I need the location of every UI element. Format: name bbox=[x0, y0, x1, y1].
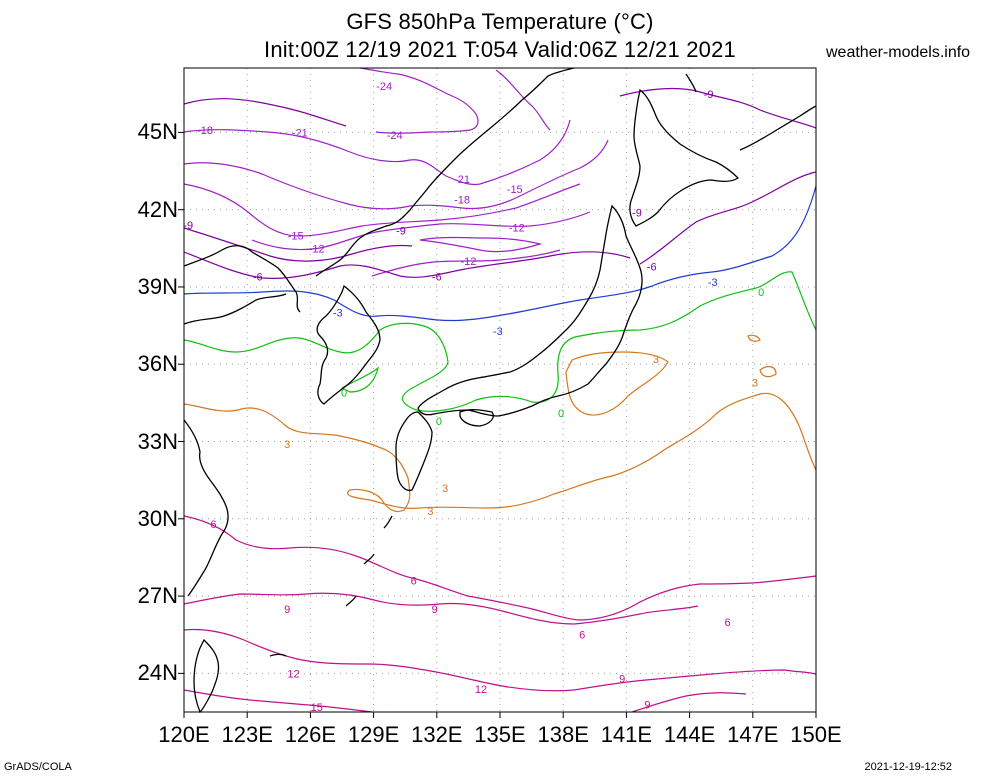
lon-label: 144E bbox=[663, 722, 716, 747]
lon-label: 132E bbox=[411, 722, 463, 747]
lat-label: 42N bbox=[137, 196, 178, 222]
contour-label: -21 bbox=[292, 127, 308, 139]
contour-label: -6 bbox=[432, 272, 442, 284]
contour-label: -12 bbox=[309, 243, 325, 255]
coastline-taiwan bbox=[193, 638, 220, 714]
contour-0 bbox=[183, 271, 817, 412]
lon-label: 150E bbox=[790, 722, 842, 747]
contour-label: -12 bbox=[460, 256, 476, 268]
contour-label: 0 bbox=[341, 388, 347, 400]
coastline-shikoku bbox=[459, 409, 494, 427]
contour-minus9 bbox=[183, 87, 817, 262]
chart-title: GFS 850hPa Temperature (°C) bbox=[346, 9, 654, 34]
contour-label: 3 bbox=[653, 354, 659, 366]
map-frame bbox=[183, 67, 817, 713]
lat-label: 45N bbox=[137, 119, 178, 145]
lon-label: 141E bbox=[600, 722, 653, 747]
contour-minus12-b bbox=[419, 236, 543, 253]
contour-label: 9 bbox=[644, 699, 650, 711]
contour-label: -3 bbox=[333, 308, 343, 320]
contour-labels: -24 -24 -21 -21 -18 -18 -15 -15 -12 -12 -12 -9 -9 -9 -… bbox=[183, 81, 764, 714]
contour-label: 3 bbox=[442, 483, 448, 495]
contour-minus12-c bbox=[371, 249, 561, 277]
contour-label: 0 bbox=[558, 408, 564, 420]
contour-label: 3 bbox=[427, 506, 433, 518]
grid-lines bbox=[178, 68, 817, 718]
lon-label: 135E bbox=[474, 722, 526, 747]
contour-label: -15 bbox=[507, 184, 523, 196]
contour-label: 12 bbox=[475, 684, 487, 696]
contour-minus18 bbox=[183, 139, 609, 210]
contour-minus3 bbox=[183, 185, 817, 322]
contour-label: -18 bbox=[197, 125, 213, 137]
lon-label: 126E bbox=[284, 722, 337, 747]
contour-label: -12 bbox=[509, 223, 525, 235]
contour-12 bbox=[183, 628, 817, 692]
contour-label: 9 bbox=[284, 604, 290, 616]
contour-minus15 bbox=[183, 183, 581, 237]
contour-label: -3 bbox=[708, 277, 718, 289]
contour-label: 9 bbox=[619, 674, 625, 686]
contour-minus21-a bbox=[183, 119, 571, 186]
contour-label: -15 bbox=[288, 230, 304, 242]
lat-label: 36N bbox=[137, 351, 178, 377]
contour-minus21-b bbox=[495, 69, 551, 131]
contour-label: -21 bbox=[454, 174, 470, 186]
contour-3-loop bbox=[565, 351, 669, 416]
contour-3 bbox=[183, 392, 817, 513]
lat-label: 30N bbox=[137, 505, 178, 531]
contour-label: -24 bbox=[376, 81, 392, 93]
contour-label: 0 bbox=[436, 416, 442, 428]
coastline-honshu bbox=[417, 204, 643, 417]
contour-9 bbox=[183, 592, 699, 625]
contour-label: -9 bbox=[183, 220, 193, 232]
contour-label: -9 bbox=[632, 207, 642, 219]
contour-label: -24 bbox=[387, 130, 403, 142]
contour-label: 12 bbox=[287, 668, 299, 680]
lon-label: 147E bbox=[727, 722, 779, 747]
lat-label: 39N bbox=[137, 273, 178, 299]
lon-label: 123E bbox=[221, 722, 273, 747]
contour-label: -18 bbox=[454, 194, 470, 206]
contour-3-small bbox=[747, 334, 777, 378]
coastline-china-east bbox=[183, 293, 287, 597]
contour-label: 3 bbox=[752, 377, 758, 389]
coastline-asia-mainland bbox=[183, 67, 575, 313]
contour-15 bbox=[183, 689, 747, 713]
contour-label: 6 bbox=[579, 630, 585, 642]
contour-label: 6 bbox=[724, 617, 730, 629]
contour-label: -9 bbox=[396, 225, 406, 237]
lon-label: 120E bbox=[158, 722, 210, 747]
contour-label: 6 bbox=[210, 519, 216, 531]
contour-label: -6 bbox=[647, 261, 657, 273]
contour-label: 3 bbox=[284, 439, 290, 451]
contour-minus12-a bbox=[251, 211, 591, 251]
footer-left: GrADS/COLA bbox=[4, 761, 72, 773]
coastline-hokkaido bbox=[629, 88, 740, 227]
site-label: weather-models.info bbox=[826, 44, 971, 61]
contour-label: 6 bbox=[411, 576, 417, 588]
contour-label: -3 bbox=[493, 326, 503, 338]
contour-label: -9 bbox=[704, 89, 714, 101]
contour-label: -6 bbox=[253, 272, 263, 284]
contour-minus24 bbox=[359, 67, 479, 134]
coastline-sakhalin-kurils bbox=[685, 73, 817, 151]
lon-label: 138E bbox=[537, 722, 589, 747]
contour-label: 15 bbox=[311, 702, 323, 714]
coastline-korea bbox=[316, 284, 381, 405]
chart-subtitle: Init:00Z 12/19 2021 T:054 Valid:06Z 12/2… bbox=[264, 37, 736, 62]
lat-label: 33N bbox=[137, 428, 178, 454]
contour-0-inner bbox=[340, 366, 380, 393]
coastline-kyushu bbox=[395, 411, 433, 492]
lat-label: 24N bbox=[137, 660, 178, 686]
lon-label: 129E bbox=[347, 722, 400, 747]
footer-right: 2021-12-19-12:52 bbox=[864, 761, 952, 773]
coastline-ryukyu bbox=[269, 515, 393, 657]
contour-label: 9 bbox=[432, 604, 438, 616]
lat-label: 27N bbox=[137, 583, 178, 609]
contour-label: 0 bbox=[758, 287, 764, 299]
contour-6 bbox=[183, 515, 817, 621]
contour-minus6 bbox=[183, 171, 817, 279]
